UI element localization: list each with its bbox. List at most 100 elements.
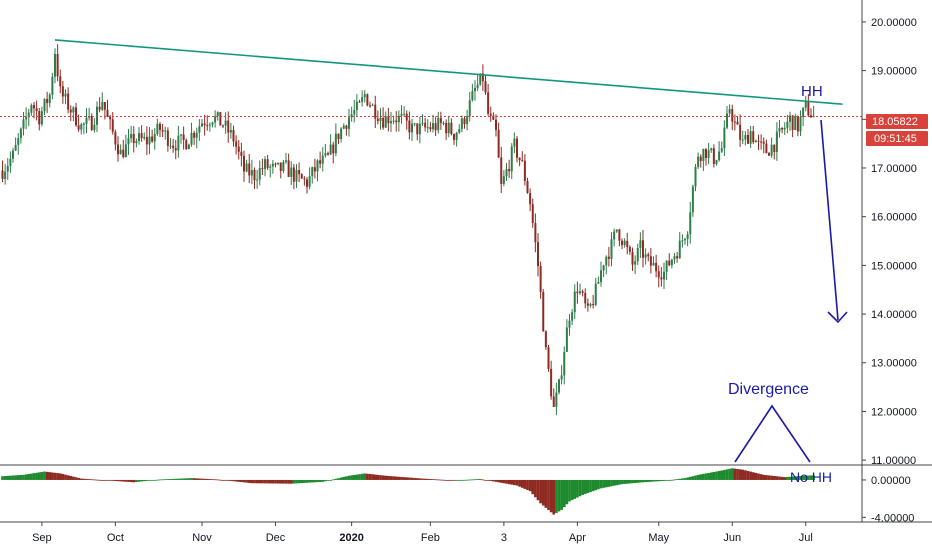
- candle: [222, 124, 224, 129]
- oscillator-bar: [576, 479, 579, 498]
- candle: [631, 247, 634, 271]
- oscillator-bar: [313, 479, 317, 483]
- oscillator-bar: [431, 479, 435, 480]
- time-tick-label: Jul: [799, 532, 813, 544]
- candle: [392, 115, 395, 125]
- oscillator-bar: [9, 475, 12, 480]
- time-tick-label: Apr: [569, 532, 586, 544]
- candle: [529, 188, 532, 212]
- oscillator-bar: [195, 478, 199, 480]
- candle: [316, 159, 319, 182]
- oscillator-bar: [730, 468, 734, 480]
- oscillator-bar: [709, 472, 713, 480]
- oscillator-bar: [518, 479, 521, 487]
- candle: [211, 121, 214, 128]
- candle: [455, 131, 458, 147]
- candle: [59, 69, 62, 94]
- candle: [290, 161, 293, 185]
- oscillator-bar: [497, 479, 500, 483]
- oscillator-bar: [324, 479, 327, 482]
- oscillator-bar: [40, 471, 44, 480]
- oscillator-bar: [182, 478, 185, 480]
- oscillator-bar: [358, 474, 361, 480]
- oscillator-bar: [360, 473, 364, 480]
- candle: [471, 83, 474, 102]
- candle: [424, 117, 427, 132]
- oscillator-bar: [334, 478, 338, 480]
- oscillator-bar: [436, 479, 440, 481]
- candle: [119, 144, 122, 155]
- candle: [437, 111, 440, 134]
- oscillator-bar: [552, 479, 556, 515]
- oscillator-bar: [531, 479, 535, 495]
- oscillator-bar: [402, 477, 406, 480]
- oscillator-bar: [633, 479, 637, 483]
- candle: [707, 142, 710, 165]
- candle: [143, 132, 146, 141]
- candle: [505, 162, 508, 181]
- candle: [82, 122, 85, 135]
- oscillator-bar: [560, 479, 563, 510]
- oscillator-bar: [746, 470, 750, 480]
- candle: [544, 330, 547, 350]
- candle: [534, 213, 537, 253]
- oscillator-bar: [478, 479, 482, 480]
- candle: [258, 160, 261, 186]
- candle: [190, 122, 193, 147]
- oscillator-bar: [631, 479, 634, 484]
- divergence-lines: [734, 404, 811, 463]
- price-candles: [1, 44, 815, 416]
- oscillator-bar: [423, 478, 427, 480]
- oscillator-bar: [589, 479, 592, 493]
- oscillator-bar: [765, 475, 768, 480]
- oscillator-bar: [389, 476, 393, 480]
- candle: [282, 159, 285, 174]
- time-tick-label: Nov: [192, 532, 212, 544]
- candle: [584, 288, 587, 309]
- candle: [206, 115, 209, 131]
- oscillator-bar: [457, 479, 461, 481]
- oscillator-bar: [229, 479, 233, 481]
- oscillator-bar: [19, 474, 23, 480]
- candle: [387, 107, 390, 132]
- oscillator-bar: [510, 479, 514, 485]
- oscillator-bar: [16, 475, 20, 480]
- candle: [576, 281, 579, 304]
- oscillator-bar: [232, 479, 235, 482]
- oscillator-bar: [662, 479, 666, 481]
- candle: [187, 143, 190, 150]
- candle: [474, 80, 476, 101]
- oscillator-bar: [103, 479, 107, 481]
- candle: [513, 132, 516, 154]
- oscillator-bar: [641, 479, 645, 483]
- oscillator-bar: [707, 472, 710, 480]
- candle: [597, 276, 600, 284]
- oscillator-bar: [455, 479, 458, 481]
- candle: [615, 229, 618, 233]
- candle: [639, 232, 642, 259]
- candle: [487, 84, 490, 116]
- oscillator-bar: [465, 479, 469, 481]
- oscillator-bar: [623, 479, 626, 484]
- candle: [652, 256, 655, 266]
- candle: [269, 163, 272, 178]
- oscillator-bar: [1, 476, 4, 480]
- candle: [581, 289, 584, 297]
- oscillator-bar: [242, 479, 246, 483]
- candle: [382, 107, 385, 130]
- oscillator-bar: [615, 479, 619, 486]
- oscillator-bar: [728, 468, 731, 480]
- candle: [657, 265, 660, 288]
- oscillator-bar: [216, 479, 220, 481]
- oscillator-bar: [292, 479, 296, 484]
- oscillator-bar: [786, 476, 789, 480]
- oscillator-bar: [801, 475, 805, 480]
- oscillator-bar: [318, 479, 322, 482]
- oscillator-bar: [549, 479, 553, 513]
- candle: [109, 114, 112, 130]
- oscillator-bar: [793, 476, 797, 480]
- candle: [660, 267, 663, 287]
- candle: [712, 144, 715, 168]
- oscillator-bar: [772, 475, 776, 480]
